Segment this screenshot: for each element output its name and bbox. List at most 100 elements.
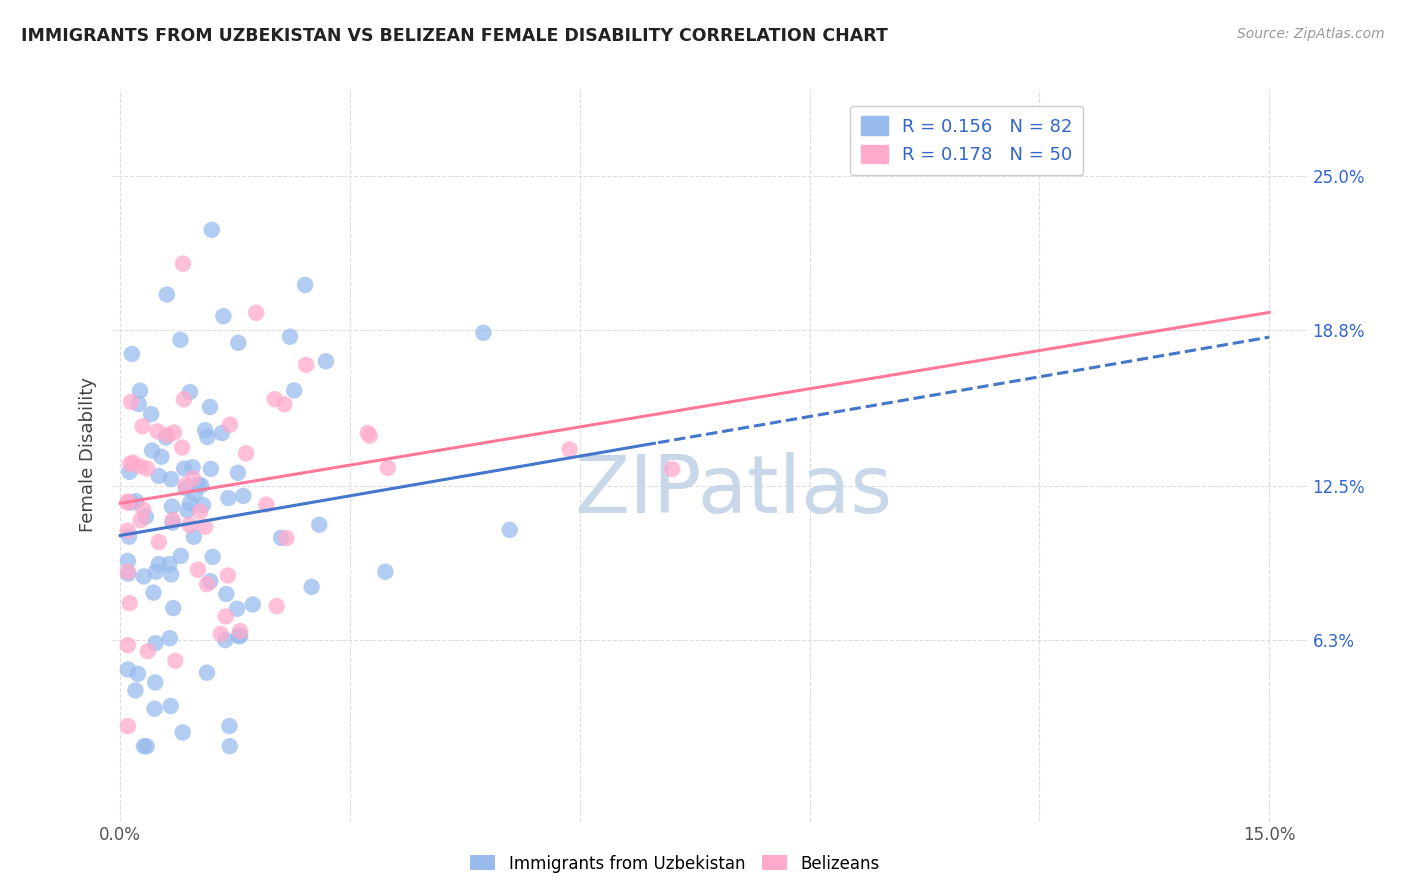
Point bbox=[143, 675, 166, 690]
Point bbox=[191, 498, 214, 512]
Point bbox=[129, 459, 152, 474]
Point bbox=[181, 460, 204, 475]
Point bbox=[308, 517, 330, 532]
Point bbox=[125, 494, 148, 508]
Point bbox=[136, 644, 159, 658]
Point bbox=[117, 554, 139, 568]
Point bbox=[139, 407, 162, 421]
Point bbox=[254, 498, 277, 512]
Point bbox=[201, 223, 224, 237]
Point bbox=[235, 446, 257, 460]
Point bbox=[169, 333, 191, 347]
Point bbox=[315, 354, 337, 368]
Point bbox=[200, 574, 222, 589]
Point bbox=[188, 504, 211, 518]
Text: ZIPatlas: ZIPatlas bbox=[575, 452, 893, 531]
Point bbox=[132, 569, 155, 583]
Point bbox=[124, 683, 146, 698]
Point bbox=[187, 563, 209, 577]
Point bbox=[184, 487, 207, 501]
Point bbox=[229, 624, 252, 639]
Point bbox=[132, 502, 155, 516]
Point bbox=[143, 701, 166, 715]
Point bbox=[145, 565, 167, 579]
Point bbox=[174, 478, 197, 492]
Point bbox=[118, 596, 141, 610]
Point bbox=[209, 627, 232, 641]
Point bbox=[377, 460, 399, 475]
Point bbox=[148, 557, 170, 571]
Point bbox=[170, 549, 193, 563]
Point bbox=[136, 461, 159, 475]
Point bbox=[295, 358, 318, 372]
Point bbox=[141, 443, 163, 458]
Point bbox=[131, 419, 153, 434]
Point bbox=[242, 598, 264, 612]
Point bbox=[179, 496, 201, 510]
Point bbox=[217, 491, 239, 505]
Point bbox=[212, 309, 235, 323]
Point bbox=[276, 531, 298, 545]
Point bbox=[181, 471, 204, 485]
Point bbox=[156, 287, 179, 301]
Point bbox=[270, 531, 292, 545]
Point bbox=[162, 513, 184, 527]
Point bbox=[194, 423, 217, 437]
Point bbox=[117, 524, 139, 538]
Point bbox=[218, 739, 240, 754]
Point bbox=[117, 566, 139, 581]
Y-axis label: Female Disability: Female Disability bbox=[79, 377, 97, 533]
Point bbox=[198, 400, 221, 414]
Text: Source: ZipAtlas.com: Source: ZipAtlas.com bbox=[1237, 27, 1385, 41]
Point bbox=[179, 385, 201, 400]
Legend: Immigrants from Uzbekistan, Belizeans: Immigrants from Uzbekistan, Belizeans bbox=[464, 848, 886, 880]
Point bbox=[117, 494, 139, 508]
Point bbox=[273, 397, 295, 411]
Point bbox=[215, 587, 238, 601]
Point bbox=[157, 557, 180, 571]
Point bbox=[163, 425, 186, 440]
Point bbox=[228, 629, 250, 643]
Text: IMMIGRANTS FROM UZBEKISTAN VS BELIZEAN FEMALE DISABILITY CORRELATION CHART: IMMIGRANTS FROM UZBEKISTAN VS BELIZEAN F… bbox=[21, 27, 889, 45]
Point bbox=[135, 509, 157, 524]
Point bbox=[148, 469, 170, 483]
Point bbox=[226, 335, 249, 350]
Point bbox=[129, 513, 152, 527]
Point bbox=[156, 428, 179, 442]
Point bbox=[162, 601, 184, 615]
Point bbox=[200, 462, 222, 476]
Point bbox=[266, 599, 288, 614]
Point bbox=[214, 633, 236, 648]
Point bbox=[155, 431, 177, 445]
Point bbox=[122, 456, 145, 470]
Point bbox=[117, 496, 139, 510]
Point bbox=[160, 472, 183, 486]
Point bbox=[135, 739, 157, 754]
Point bbox=[195, 665, 218, 680]
Point bbox=[145, 636, 167, 650]
Point bbox=[148, 535, 170, 549]
Point bbox=[160, 567, 183, 582]
Point bbox=[217, 568, 239, 582]
Point bbox=[201, 549, 224, 564]
Point bbox=[120, 457, 142, 471]
Point bbox=[194, 520, 217, 534]
Point bbox=[190, 478, 212, 492]
Point bbox=[301, 580, 323, 594]
Point bbox=[226, 466, 249, 480]
Point bbox=[661, 462, 683, 476]
Point bbox=[283, 384, 305, 398]
Point bbox=[214, 609, 236, 624]
Point bbox=[195, 577, 218, 591]
Point bbox=[172, 441, 194, 455]
Point bbox=[218, 719, 240, 733]
Point bbox=[117, 663, 139, 677]
Point bbox=[117, 565, 139, 579]
Point bbox=[294, 277, 316, 292]
Point bbox=[232, 489, 254, 503]
Point bbox=[183, 530, 205, 544]
Point bbox=[120, 495, 142, 509]
Point bbox=[127, 666, 149, 681]
Point bbox=[499, 523, 522, 537]
Point bbox=[172, 257, 194, 271]
